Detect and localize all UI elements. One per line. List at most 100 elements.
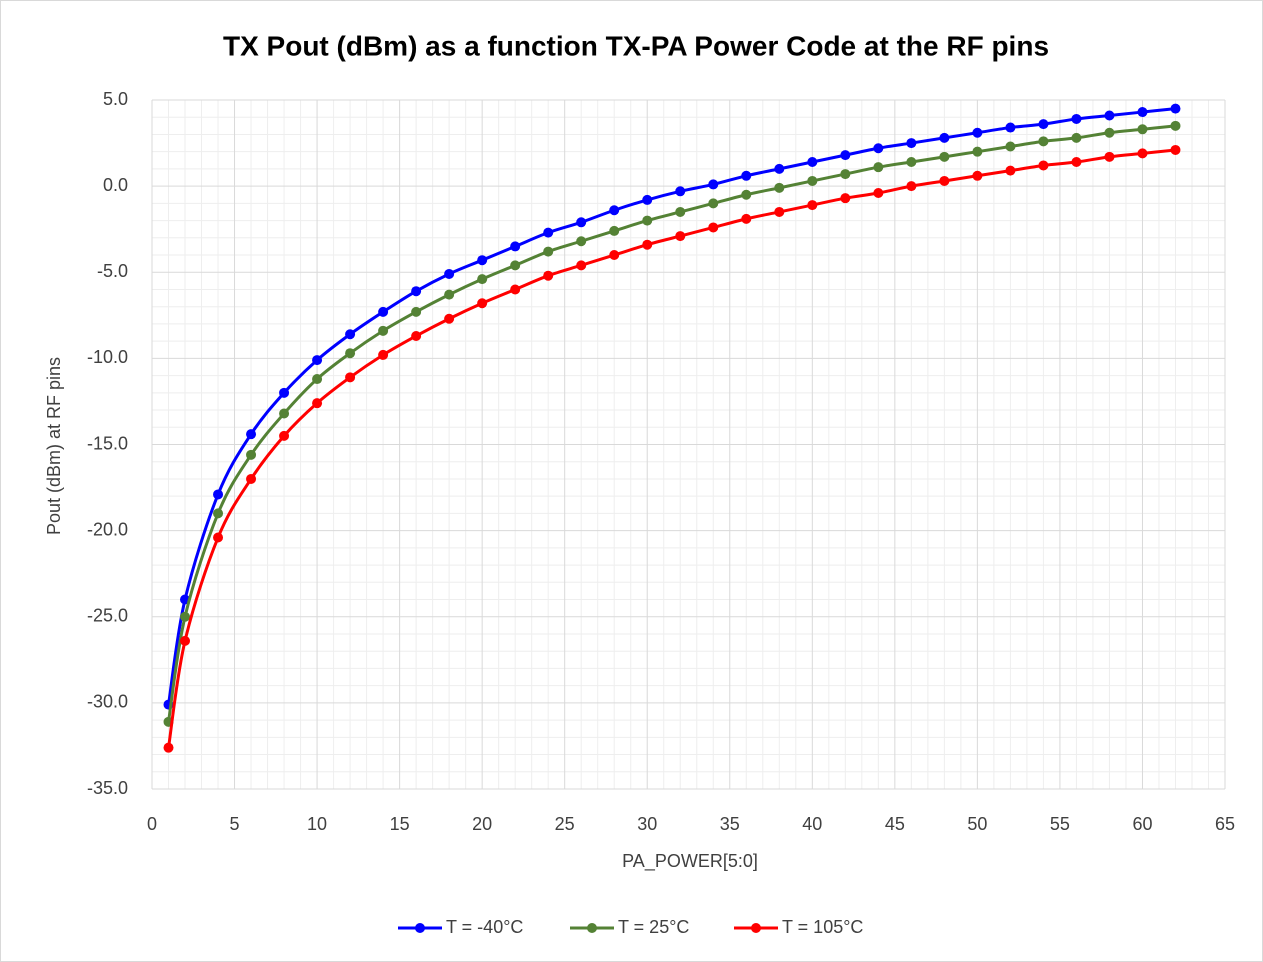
- data-point: [873, 143, 884, 154]
- data-point: [345, 372, 356, 383]
- x-tick-label: 5: [230, 814, 240, 834]
- legend-marker: [751, 923, 761, 933]
- y-tick-label: -25.0: [87, 606, 128, 626]
- data-point: [378, 325, 389, 336]
- data-point: [180, 611, 191, 622]
- data-point: [642, 215, 653, 226]
- data-point: [642, 194, 653, 205]
- data-point: [444, 268, 455, 279]
- data-point: [444, 313, 455, 324]
- y-axis-label: Pout (dBm) at RF pins: [44, 357, 64, 535]
- x-tick-label: 60: [1132, 814, 1152, 834]
- data-point: [510, 241, 521, 252]
- data-point: [609, 205, 620, 216]
- data-point: [1071, 113, 1082, 124]
- y-tick-label: -35.0: [87, 778, 128, 798]
- data-point: [444, 289, 455, 300]
- data-point: [972, 146, 983, 157]
- data-point: [180, 635, 191, 646]
- data-point: [246, 473, 257, 484]
- legend-label: T = -40°C: [446, 917, 523, 937]
- data-point: [906, 138, 917, 149]
- data-point: [675, 186, 686, 197]
- data-point: [246, 429, 257, 440]
- data-point: [1005, 141, 1016, 152]
- y-tick-label: -5.0: [97, 261, 128, 281]
- data-point: [1170, 144, 1181, 155]
- data-point: [312, 355, 323, 366]
- x-axis-label: PA_POWER[5:0]: [622, 851, 758, 872]
- data-point: [279, 408, 290, 419]
- x-tick-label: 15: [390, 814, 410, 834]
- data-point: [774, 182, 785, 193]
- data-point: [1005, 122, 1016, 133]
- data-point: [708, 198, 719, 209]
- data-point: [1104, 127, 1115, 138]
- data-point: [1104, 110, 1115, 121]
- data-point: [774, 206, 785, 217]
- data-point: [972, 127, 983, 138]
- data-point: [906, 181, 917, 192]
- legend-label: T = 105°C: [782, 917, 863, 937]
- data-point: [1137, 148, 1148, 159]
- data-point: [1071, 157, 1082, 168]
- chart-title: TX Pout (dBm) as a function TX-PA Power …: [223, 30, 1049, 61]
- data-point: [1071, 132, 1082, 143]
- data-point: [741, 170, 752, 181]
- y-tick-label: -15.0: [87, 433, 128, 453]
- y-tick-label: -20.0: [87, 519, 128, 539]
- legend-marker: [587, 923, 597, 933]
- data-point: [510, 284, 521, 295]
- data-point: [972, 170, 983, 181]
- data-point: [510, 260, 521, 271]
- data-point: [642, 239, 653, 250]
- data-point: [477, 298, 488, 309]
- data-point: [1038, 136, 1049, 147]
- data-point: [477, 274, 488, 285]
- data-point: [873, 188, 884, 199]
- y-tick-label: -10.0: [87, 347, 128, 367]
- data-point: [609, 225, 620, 236]
- x-tick-label: 25: [555, 814, 575, 834]
- data-point: [312, 398, 323, 409]
- data-point: [807, 200, 818, 211]
- data-point: [906, 157, 917, 168]
- x-tick-label: 40: [802, 814, 822, 834]
- data-point: [163, 742, 174, 753]
- data-point: [411, 306, 422, 317]
- data-point: [1005, 165, 1016, 176]
- x-tick-label: 0: [147, 814, 157, 834]
- data-point: [378, 349, 389, 360]
- data-point: [1170, 103, 1181, 114]
- data-point: [741, 189, 752, 200]
- data-point: [543, 270, 554, 281]
- data-point: [1038, 119, 1049, 130]
- data-point: [411, 330, 422, 341]
- data-point: [1137, 107, 1148, 118]
- data-point: [840, 150, 851, 161]
- data-point: [576, 236, 587, 247]
- data-point: [939, 132, 950, 143]
- x-tick-label: 65: [1215, 814, 1235, 834]
- data-point: [708, 179, 719, 190]
- data-point: [1038, 160, 1049, 171]
- data-point: [840, 193, 851, 204]
- data-point: [873, 162, 884, 173]
- x-tick-label: 30: [637, 814, 657, 834]
- data-point: [1170, 120, 1181, 131]
- data-point: [708, 222, 719, 233]
- data-point: [411, 286, 422, 297]
- data-point: [477, 255, 488, 266]
- data-point: [807, 157, 818, 168]
- data-point: [576, 217, 587, 228]
- data-point: [543, 227, 554, 238]
- data-point: [279, 430, 290, 441]
- data-point: [675, 206, 686, 217]
- data-point: [840, 169, 851, 180]
- x-tick-label: 10: [307, 814, 327, 834]
- data-point: [774, 163, 785, 174]
- data-point: [807, 175, 818, 186]
- data-point: [378, 306, 389, 317]
